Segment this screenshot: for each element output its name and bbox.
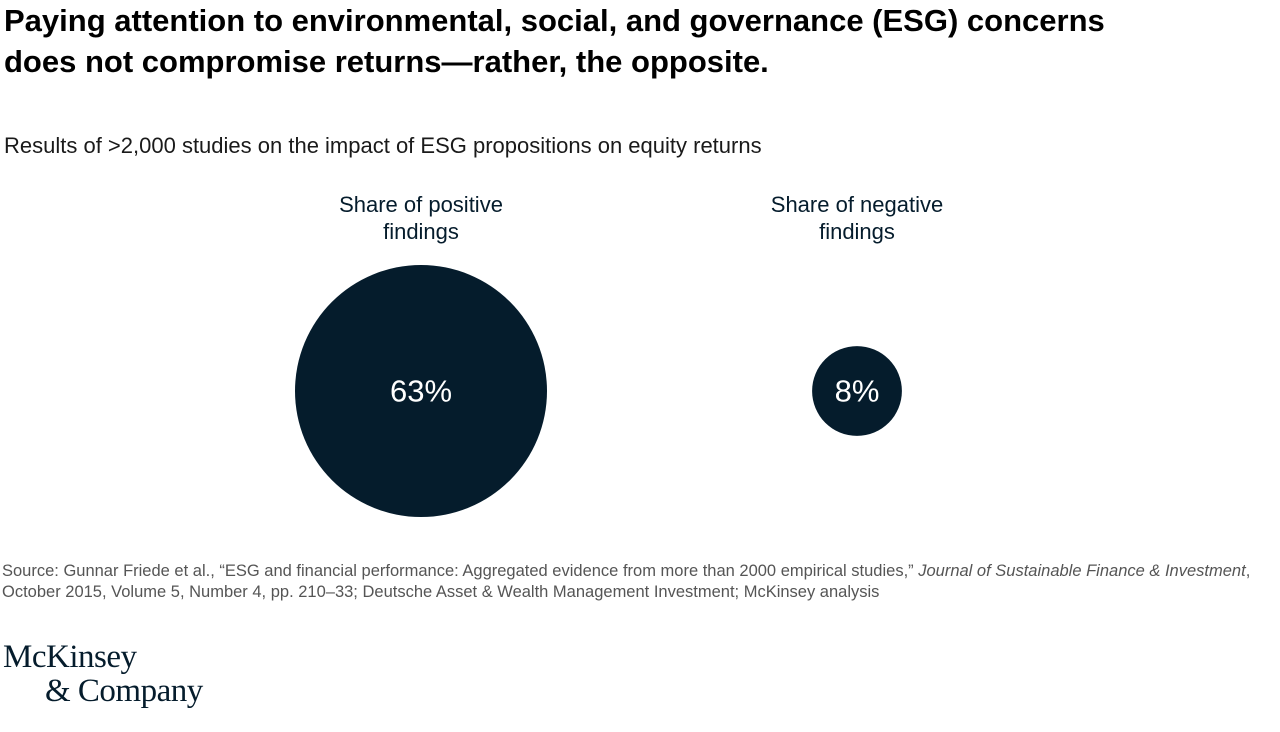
source-journal: Journal of Sustainable Finance & Investm… [918,562,1246,580]
chart-title: Paying attention to environmental, socia… [4,0,1264,82]
logo-line1: McKinsey [3,639,137,675]
positive-findings-value: 63% [390,374,452,409]
chart-title-line2: does not compromise returns—rather, the … [4,44,769,79]
source-prefix: Source: Gunnar Friede et al., “ESG and f… [2,562,919,580]
positive-findings-bubble [295,265,547,517]
negative-findings-label-line2: findings [819,219,895,244]
negative-findings-label: Share of negative findings [707,191,1007,245]
positive-findings-label-line2: findings [383,219,459,244]
positive-findings-label: Share of positive findings [271,191,571,245]
positive-findings-label-line1: Share of positive [339,192,503,217]
chart-subtitle: Results of >2,000 studies on the impact … [4,133,762,158]
source-suffix: , October 2015, Volume 5, Number 4, pp. … [2,562,1251,601]
mckinsey-logo: McKinsey & Company [3,640,203,708]
chart-title-line1: Paying attention to environmental, socia… [4,3,1105,38]
negative-findings-label-line1: Share of negative [770,192,944,217]
negative-findings-value: 8% [835,374,880,409]
logo-line2: & Company [45,673,203,709]
negative-findings-bubble [812,346,902,436]
source-note: Source: Gunnar Friede et al., “ESG and f… [2,561,1262,603]
